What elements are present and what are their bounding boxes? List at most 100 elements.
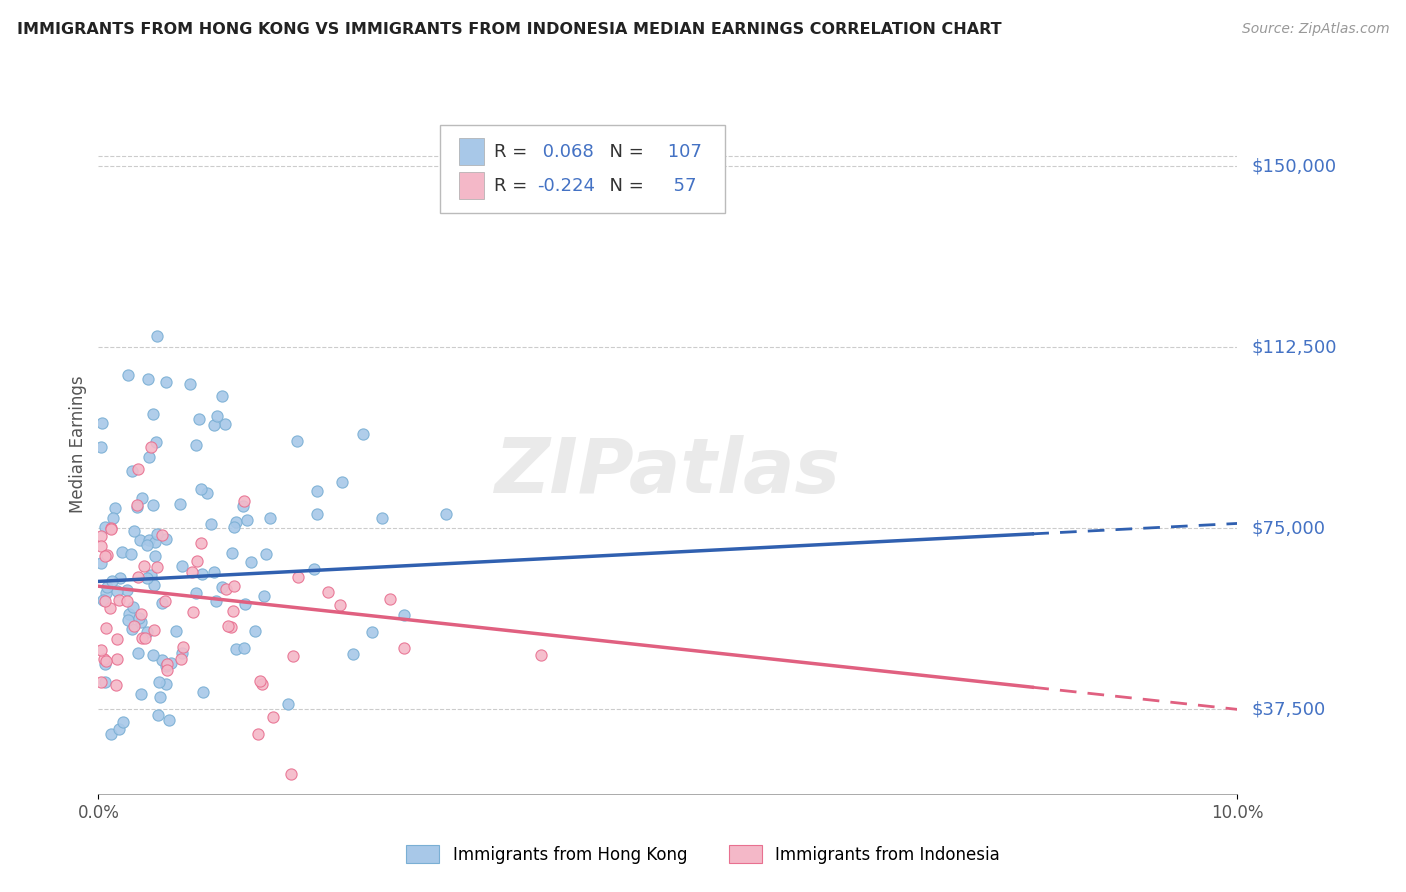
Point — [280, 767, 302, 781]
Point — [169, 497, 191, 511]
Point — [172, 640, 194, 655]
Point — [105, 678, 128, 692]
Point — [145, 434, 167, 449]
Point — [127, 646, 149, 660]
Point — [117, 368, 139, 382]
Point — [233, 597, 256, 611]
Point — [129, 615, 152, 630]
Point — [105, 632, 128, 647]
Text: R =: R = — [494, 143, 533, 161]
Point — [150, 596, 173, 610]
Point — [191, 684, 214, 698]
Point — [138, 450, 160, 464]
Text: IMMIGRANTS FROM HONG KONG VS IMMIGRANTS FROM INDONESIA MEDIAN EARNINGS CORRELATI: IMMIGRANTS FROM HONG KONG VS IMMIGRANTS … — [17, 22, 1001, 37]
Legend: Immigrants from Hong Kong, Immigrants from Indonesia: Immigrants from Hong Kong, Immigrants fr… — [399, 838, 1007, 871]
Point — [129, 687, 152, 701]
Point — [184, 438, 207, 452]
Point — [318, 584, 340, 599]
Point — [155, 375, 177, 389]
Point — [211, 580, 233, 594]
Point — [215, 582, 238, 597]
Point — [143, 578, 166, 592]
Point — [190, 482, 212, 496]
Point — [285, 434, 308, 449]
Point — [200, 516, 222, 531]
Point — [245, 624, 267, 638]
Point — [150, 528, 173, 542]
Point — [434, 507, 457, 521]
Point — [330, 475, 353, 489]
Point — [90, 529, 112, 543]
Point — [181, 566, 204, 580]
Point — [225, 515, 247, 529]
Point — [378, 591, 401, 606]
Point — [146, 526, 169, 541]
Point — [122, 619, 145, 633]
Point — [186, 586, 208, 600]
Text: N =: N = — [599, 143, 650, 161]
Point — [277, 697, 299, 711]
Point — [101, 574, 124, 588]
Point — [179, 376, 201, 391]
Point — [222, 579, 245, 593]
Point — [254, 547, 277, 561]
Point — [186, 554, 208, 568]
Point — [205, 409, 228, 424]
FancyBboxPatch shape — [440, 125, 725, 212]
Point — [149, 690, 172, 704]
Point — [104, 500, 127, 515]
Point — [165, 624, 187, 638]
Point — [188, 412, 211, 426]
Point — [146, 707, 169, 722]
Point — [111, 714, 134, 729]
Point — [236, 513, 259, 527]
Point — [93, 519, 115, 533]
Point — [131, 491, 153, 505]
Point — [143, 535, 166, 549]
Point — [283, 649, 305, 664]
Point — [129, 607, 152, 621]
Point — [170, 558, 193, 573]
Point — [136, 571, 159, 585]
Point — [211, 389, 233, 403]
Point — [107, 593, 129, 607]
Point — [121, 622, 143, 636]
Point — [155, 593, 177, 607]
Point — [190, 536, 212, 550]
Point — [100, 523, 122, 537]
Point — [392, 640, 415, 655]
Point — [94, 657, 117, 671]
Point — [121, 464, 143, 478]
Point — [125, 500, 148, 514]
Text: $112,500: $112,500 — [1251, 338, 1337, 356]
Point — [139, 440, 162, 454]
Point — [360, 624, 382, 639]
FancyBboxPatch shape — [460, 138, 485, 165]
Point — [219, 620, 242, 634]
Point — [146, 559, 169, 574]
Point — [204, 593, 226, 607]
Point — [145, 329, 167, 343]
Point — [155, 677, 177, 691]
Point — [94, 620, 117, 634]
Legend: R =  0.068   N = 107, R = -0.224   N = 57: R = 0.068 N = 107, R = -0.224 N = 57 — [451, 103, 703, 181]
Point — [214, 417, 236, 431]
Text: 57: 57 — [662, 178, 696, 195]
Point — [156, 663, 179, 677]
Point — [329, 598, 352, 612]
Point — [224, 520, 246, 534]
Point — [108, 722, 131, 736]
Point — [138, 533, 160, 548]
Point — [155, 532, 177, 546]
Point — [110, 571, 132, 585]
Point — [195, 486, 218, 500]
Point — [262, 710, 284, 724]
Point — [221, 604, 243, 618]
Point — [120, 547, 142, 561]
Point — [127, 462, 149, 476]
Point — [221, 546, 243, 560]
Point — [136, 538, 159, 552]
Text: Source: ZipAtlas.com: Source: ZipAtlas.com — [1241, 22, 1389, 37]
Point — [94, 549, 117, 564]
Point — [142, 648, 165, 663]
